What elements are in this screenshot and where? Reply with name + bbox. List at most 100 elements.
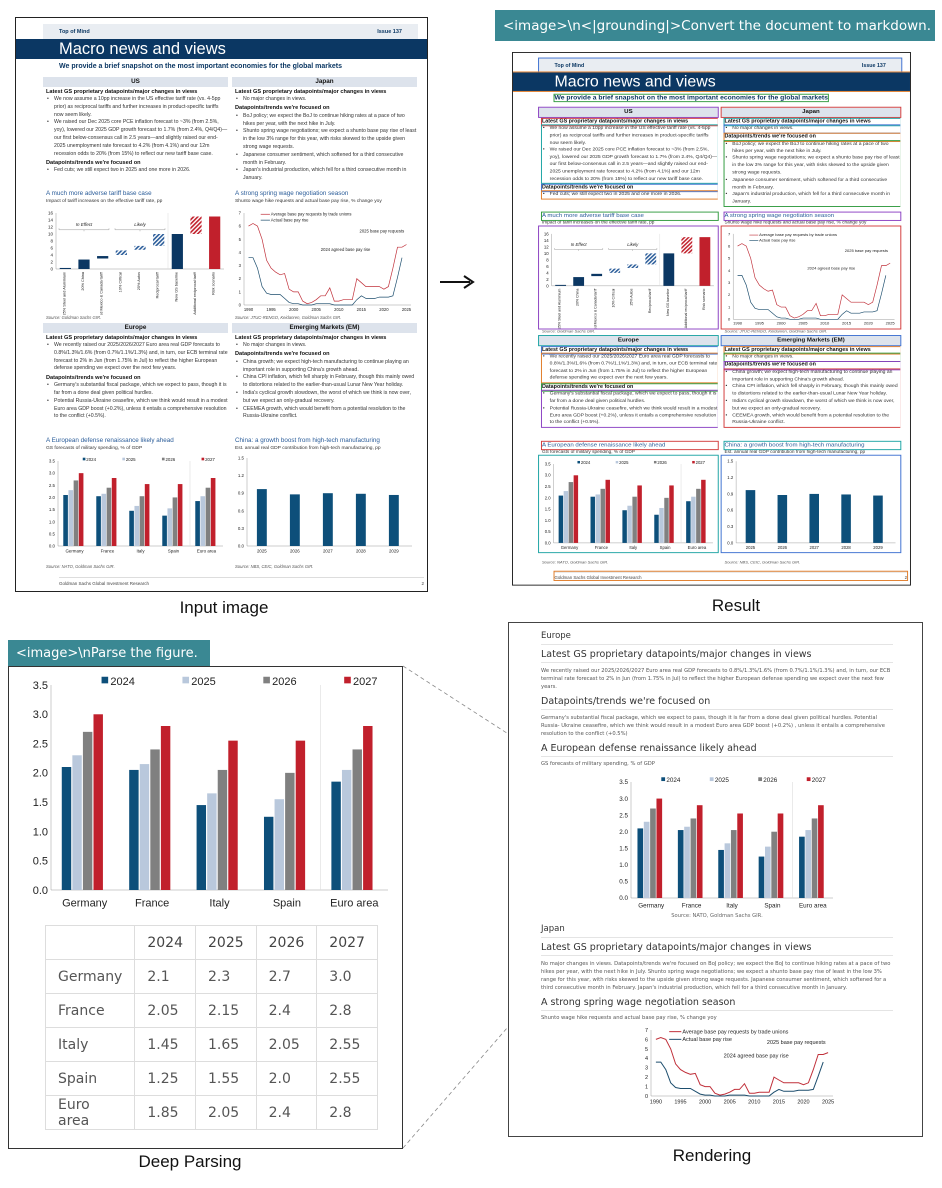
- table-row: Spain 1.25 1.55 2.0 2.55: [44, 1061, 378, 1096]
- x-tick-label: Germany: [62, 898, 108, 910]
- focus-label: Datapoints/trends we're focused on: [723, 132, 901, 143]
- series-line-requests: [737, 243, 891, 319]
- legend-swatch: [344, 676, 351, 684]
- bar-france-2026: [150, 749, 160, 890]
- page-footer: Goldman Sachs Global Investment Research…: [553, 570, 909, 582]
- legend-label: Average base pay requests by trade union…: [271, 212, 352, 217]
- bar-spain-2027: [295, 740, 306, 890]
- x-tick-label: Italy: [209, 898, 230, 910]
- legend-swatch: [692, 460, 695, 464]
- legend-label: 2026: [272, 676, 296, 688]
- latest-label: Latest GS proprietary datapoints/major c…: [540, 117, 718, 127]
- latest-list: No major changes in views.: [723, 352, 901, 363]
- bar-spain-2024: [263, 816, 274, 890]
- legend-label: Average base pay requests by trade union…: [759, 232, 837, 237]
- x-tick-label: 1995: [266, 307, 276, 312]
- bar-italy-2024: [622, 510, 627, 543]
- list-item: Potential Russia-Ukraine ceasefire, whic…: [46, 398, 228, 421]
- chart: 0 1 2 3 4 5 6 7 1990 1995 2000 2005 2010 2015 2020 2025…: [720, 225, 902, 330]
- y-tick-label: 0: [50, 267, 53, 272]
- list-item: India's cyclical growth slowdown, the wo…: [725, 398, 901, 412]
- x-tick-label: 1990: [733, 321, 743, 326]
- bar-spain-2026: [172, 497, 178, 546]
- latest-list: We now assume a 10pp increase in the US …: [46, 96, 228, 158]
- bar-2027: [809, 493, 819, 543]
- y-tick-label: 0.3: [238, 526, 245, 531]
- focus-list: Germany's substantial fiscal package, wh…: [540, 389, 718, 429]
- chart-title: China: a growth boost from high-tech man…: [723, 440, 902, 451]
- bar-euro-area-2025: [200, 496, 206, 546]
- y-tick-label: 7: [645, 1028, 648, 1034]
- bar-spain-2025: [764, 846, 771, 898]
- chart-subtitle: Est. annual real GDP contribution from h…: [724, 450, 866, 455]
- legend-label: Actual base pay rise: [682, 1037, 732, 1043]
- bar-germany-2025: [643, 821, 650, 898]
- rendering-panel: Europe Latest GS proprietary datapoints/…: [508, 622, 923, 1137]
- chart-source: Source: JTUC-RENGO, Keidanren, Goldman S…: [724, 328, 828, 334]
- y-tick-label: 2.0: [49, 495, 56, 500]
- list-item: BoJ policy; we expect the BoJ to continu…: [235, 113, 417, 129]
- legend-label: 2027: [353, 676, 377, 688]
- x-tick-label: 2015: [357, 307, 367, 312]
- bar-germany-2025: [563, 491, 569, 543]
- table-cell: 2.8: [316, 1095, 378, 1130]
- table-cell: Germany: [44, 959, 136, 994]
- table-row: Euro area 1.85 2.05 2.4 2.8: [44, 1095, 378, 1130]
- section-heading: Europe: [43, 323, 228, 333]
- legend-label: 2024: [581, 460, 591, 465]
- y-tick-label: 0.9: [238, 491, 245, 496]
- em-section: Emerging Markets (EM) Latest GS propriet…: [720, 334, 902, 564]
- x-tick-label: Risk scenario: [212, 272, 216, 295]
- bar-italy-2026: [217, 769, 228, 890]
- y-tick-label: 5: [239, 237, 242, 242]
- result-panel: Top of Mind Issue 137 Macro news and vie…: [512, 52, 911, 586]
- x-tick-label: 25% Autos: [137, 272, 141, 290]
- us-section: US Latest GS proprietary datapoints/majo…: [43, 77, 228, 324]
- x-tick-label: 2029: [389, 549, 399, 554]
- bar-germany-2027: [78, 473, 84, 546]
- render-heading-latest-japan: Latest GS proprietary datapoints/major c…: [541, 942, 893, 956]
- deep-parsing-chart: 0.0 0.5 1.0 1.5 2.0 2.5 3.0 3.5 Germany France Ita…: [33, 676, 388, 910]
- section-text: Latest GS proprietary datapoints/major c…: [722, 117, 901, 213]
- list-item: We now assume a 10pp increase in the US …: [46, 96, 228, 119]
- legend-label: Actual base pay rise: [759, 238, 796, 243]
- y-tick-label: 0: [645, 1094, 648, 1100]
- y-tick-label: 3: [239, 263, 242, 268]
- legend-label: 2027: [812, 777, 827, 784]
- input-image-panel: Top of Mind Issue 137 Macro news and vie…: [15, 17, 429, 593]
- bar-spain-2025: [167, 508, 173, 546]
- latest-label: Latest GS proprietary datapoints/major c…: [46, 334, 198, 341]
- x-tick-label: 1990: [650, 1100, 662, 1106]
- y-tick-label: 1.5: [727, 459, 734, 464]
- y-tick-label: 1.5: [619, 845, 628, 852]
- bar-france-2024: [96, 496, 101, 546]
- bar-euro-area-2025: [805, 830, 812, 898]
- x-tick-label: 2029: [873, 545, 883, 550]
- series-line-actual: [655, 1061, 824, 1097]
- legend-swatch: [122, 457, 125, 461]
- bar-france-2025: [139, 764, 150, 890]
- deep-parsing-table: 2024 2025 2026 2027 Germany 2.1 2.3 2.7 3.0 Franc…: [44, 925, 378, 1130]
- chart-title: A much more adverse tariff base case: [540, 211, 720, 222]
- table-row: Italy 1.45 1.65 2.05 2.55: [44, 1027, 378, 1062]
- chart: 0 2 4 6 8 10 12 14 16 25% Steel and Aluminium 20% …: [48, 211, 224, 324]
- bar-spain-2027: [669, 485, 674, 543]
- bar-germany-2026: [650, 808, 656, 898]
- list-item: Japanese consumer sentiment, which softe…: [235, 152, 417, 168]
- y-tick-label: 2.0: [619, 829, 628, 836]
- x-tick-label: 2028: [841, 545, 851, 550]
- y-tick-label: 3.0: [619, 796, 628, 803]
- table-cell: Euro area: [44, 1095, 136, 1130]
- x-tick-label: Reciprocal tariff: [156, 271, 160, 298]
- bar-italy-2025: [134, 505, 140, 546]
- list-item: CEEMEA growth, which would benefit from …: [235, 406, 417, 422]
- x-tick-label: 2010: [334, 307, 344, 312]
- x-tick-label: 2025: [257, 549, 267, 554]
- x-tick-label: Reciprocal tariff: [648, 288, 652, 313]
- y-tick-label: 2.5: [33, 738, 48, 750]
- annotation: Likely: [134, 222, 146, 227]
- focus-list: Fed cuts; we still expect two in 2025 an…: [540, 190, 718, 201]
- section-text: Latest GS proprietary datapoints/major c…: [43, 333, 228, 437]
- table-row: France 2.05 2.15 2.4 2.8: [44, 993, 378, 1028]
- list-item: Germany's substantial fiscal package, wh…: [46, 382, 228, 398]
